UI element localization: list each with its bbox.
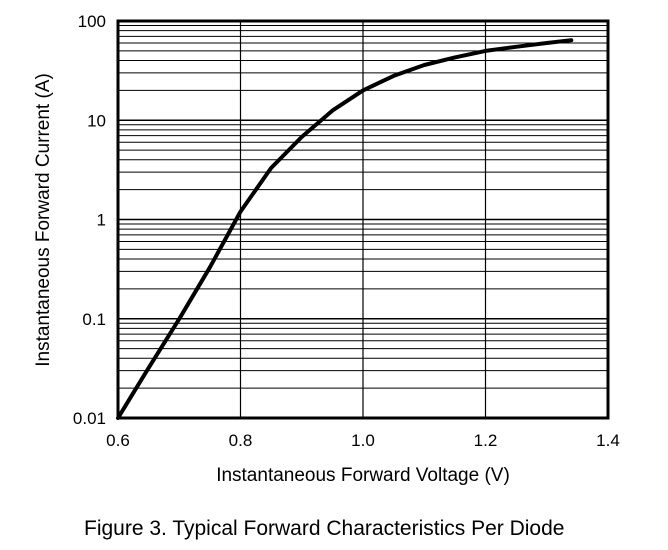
x-tick-label: 1.4 <box>596 431 620 450</box>
x-tick-label: 0.8 <box>229 431 253 450</box>
x-tick-label: 1.2 <box>474 431 498 450</box>
x-tick-label: 1.0 <box>351 431 375 450</box>
y-tick-label: 1 <box>97 211 106 230</box>
x-tick-label: 0.6 <box>106 431 130 450</box>
y-axis-label: Instantaneous Forward Current (A) <box>33 73 54 367</box>
y-tick-label: 10 <box>87 111 106 130</box>
series-line <box>116 38 574 420</box>
y-tick-label: 100 <box>78 12 106 31</box>
chart-title: Figure 3. Typical Forward Characteristic… <box>84 517 564 540</box>
x-axis-label: Instantaneous Forward Voltage (V) <box>216 465 510 486</box>
y-tick-label: 0.01 <box>73 409 106 428</box>
y-tick-labels: 0.01 0.1 1 10 100 <box>73 12 106 428</box>
y-tick-label: 0.1 <box>82 310 106 329</box>
plot-frame <box>116 19 610 420</box>
grid <box>117 21 609 419</box>
x-tick-labels: 0.6 0.8 1.0 1.2 1.4 <box>106 431 620 450</box>
